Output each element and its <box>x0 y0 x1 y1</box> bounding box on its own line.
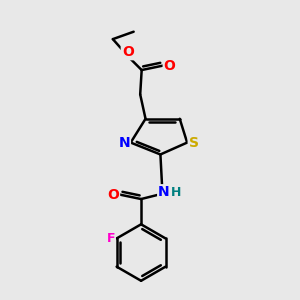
Text: S: S <box>189 136 199 150</box>
Text: N: N <box>158 185 170 199</box>
Text: O: O <box>107 188 119 202</box>
Text: O: O <box>164 58 176 73</box>
Text: F: F <box>106 232 115 245</box>
Text: O: O <box>122 45 134 59</box>
Text: N: N <box>118 136 130 150</box>
Text: H: H <box>171 186 181 199</box>
